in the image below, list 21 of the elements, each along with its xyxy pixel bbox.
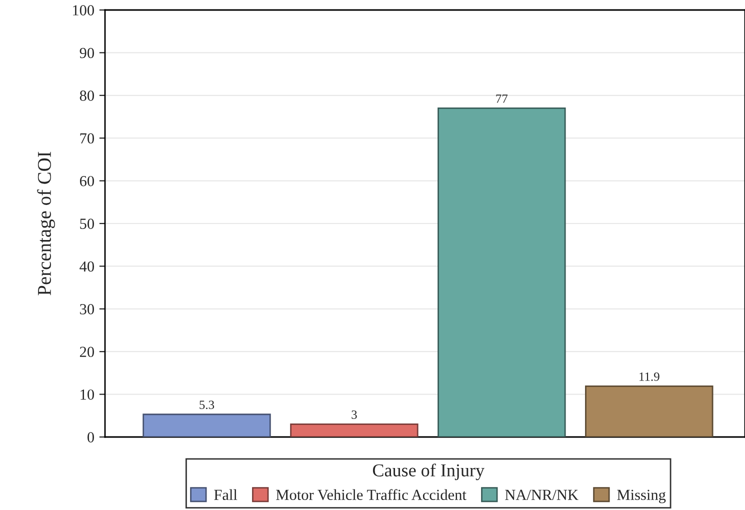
data-label: 11.9 bbox=[640, 372, 660, 381]
data-label: 77 bbox=[496, 94, 508, 103]
legend-label: Fall bbox=[214, 489, 238, 500]
legend-label: NA/NR/NK bbox=[505, 490, 578, 500]
y-tick-label: 20 bbox=[80, 346, 94, 358]
y-tick-label: 50 bbox=[80, 218, 94, 229]
y-tick-label: 0 bbox=[88, 432, 94, 442]
y-tick-label: 100 bbox=[73, 5, 94, 16]
legend-title: Cause of Injury bbox=[372, 464, 484, 480]
legend-label: Missing bbox=[617, 490, 666, 504]
y-axis-title: Percentage of COI bbox=[37, 152, 55, 296]
y-tick-label: 10 bbox=[80, 389, 94, 400]
y-tick-label: 90 bbox=[80, 48, 94, 58]
y-tick-label: 60 bbox=[80, 176, 94, 186]
data-label: 5.3 bbox=[200, 400, 214, 410]
data-label: 3 bbox=[352, 410, 357, 419]
y-tick-label: 30 bbox=[80, 304, 94, 314]
legend-label: Motor Vehicle Traffic Accident bbox=[276, 489, 466, 500]
y-tick-label: 40 bbox=[80, 261, 94, 272]
y-tick-label: 80 bbox=[80, 90, 94, 101]
y-tick-label: 70 bbox=[80, 133, 94, 144]
